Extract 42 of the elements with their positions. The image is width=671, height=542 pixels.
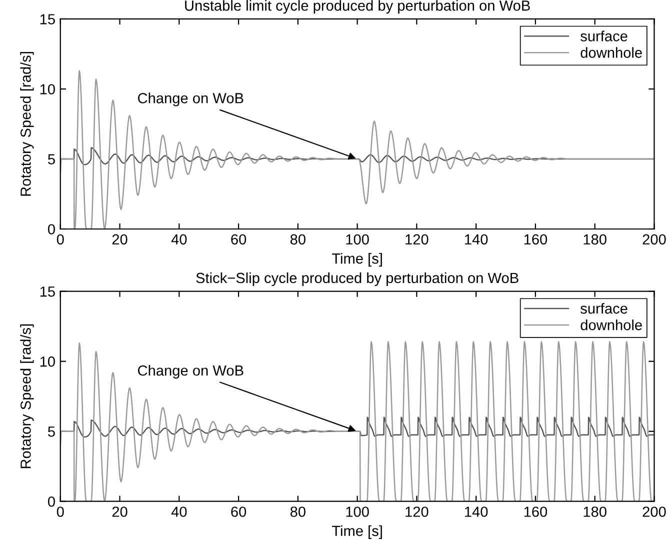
annotation: Change on WoB (138, 364, 244, 379)
x-tick-label: 160 (524, 234, 548, 245)
y-tick-label: 5 (48, 426, 55, 437)
x-tick-label: 40 (171, 234, 187, 245)
x-tick-label: 40 (171, 506, 187, 517)
y-tick-label: 0 (48, 496, 55, 507)
legend-label: surface (580, 303, 628, 314)
x-tick-label: 160 (524, 506, 548, 517)
y-tick-label: 10 (40, 356, 55, 367)
annotation: Change on WoB (138, 92, 244, 106)
x-tick-label: 100 (346, 234, 369, 245)
x-tick-label: 80 (290, 506, 306, 517)
y-tick-label: 5 (48, 154, 55, 164)
legend-label: downhole (580, 320, 642, 330)
x-tick-label: 20 (112, 234, 128, 245)
x-tick-label: 140 (465, 234, 488, 245)
y-tick-label: 15 (40, 14, 55, 24)
x-tick-label: 200 (642, 506, 666, 517)
chart-title: Stick−Slip cycle produced by perturbation on WoB (196, 272, 518, 286)
x-tick-label: 0 (56, 506, 64, 517)
y-tick-label: 15 (40, 286, 55, 297)
x-tick-label: 120 (406, 234, 428, 245)
x-tick-label: 120 (406, 506, 428, 517)
x-tick-label: 100 (346, 506, 369, 517)
x-tick-label: 200 (642, 234, 666, 245)
x-tick-label: 140 (465, 506, 488, 517)
x-tick-label: 60 (231, 506, 246, 517)
y-tick-label: 10 (40, 84, 55, 94)
x-tick-label: 0 (56, 234, 64, 245)
legend-label: downhole (580, 47, 642, 58)
x-axis-title: Time [s] (332, 253, 382, 267)
x-tick-label: 80 (290, 234, 306, 245)
x-tick-label: 180 (584, 234, 606, 245)
chart-title: Unstable limit cycle produced by perturbation on WoB (185, 0, 530, 14)
x-tick-label: 60 (231, 234, 246, 245)
y-axis-title: Rotatory Speed [rad/s] (20, 52, 34, 196)
x-axis-title: Time [s] (332, 525, 382, 539)
legend-label: surface (580, 30, 628, 42)
y-axis-title: Rotatory Speed [rad/s] (20, 324, 34, 468)
x-tick-label: 20 (112, 506, 128, 517)
x-tick-label: 180 (584, 506, 606, 517)
y-tick-label: 0 (48, 224, 55, 234)
